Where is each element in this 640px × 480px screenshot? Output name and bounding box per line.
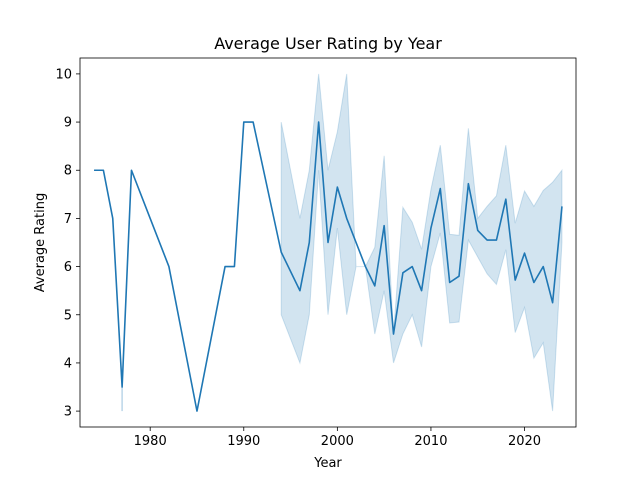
x-axis-label: Year [313,456,342,471]
x-tick-label: 2010 [414,434,447,449]
plot-area [94,73,563,412]
series-line [94,121,563,412]
y-axis: 3 4 5 6 7 8 9 10 [55,67,80,420]
y-tick-label: 5 [64,308,72,323]
y-tick-label: 4 [64,356,72,371]
y-axis-label: Average Rating [33,193,48,292]
y-tick-label: 7 [64,212,72,227]
confidence-band [280,73,563,412]
y-tick-label: 8 [64,164,72,179]
y-tick-label: 9 [64,116,72,131]
y-tick-label: 6 [64,260,72,275]
plot-frame [79,57,577,428]
x-tick-label: 1980 [134,434,167,449]
x-axis: 1980 1990 2000 2010 2020 [134,427,541,449]
x-tick-label: 1990 [227,434,260,449]
x-tick-label: 2020 [508,434,541,449]
chart-title: Average User Rating by Year [214,34,442,53]
y-tick-label: 10 [55,67,72,82]
x-tick-label: 2000 [321,434,354,449]
y-tick-label: 3 [64,405,72,420]
